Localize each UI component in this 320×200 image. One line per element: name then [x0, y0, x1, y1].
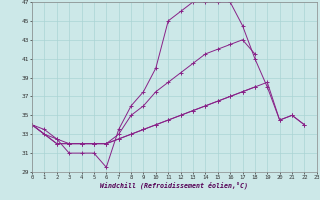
- X-axis label: Windchill (Refroidissement éolien,°C): Windchill (Refroidissement éolien,°C): [100, 182, 248, 189]
